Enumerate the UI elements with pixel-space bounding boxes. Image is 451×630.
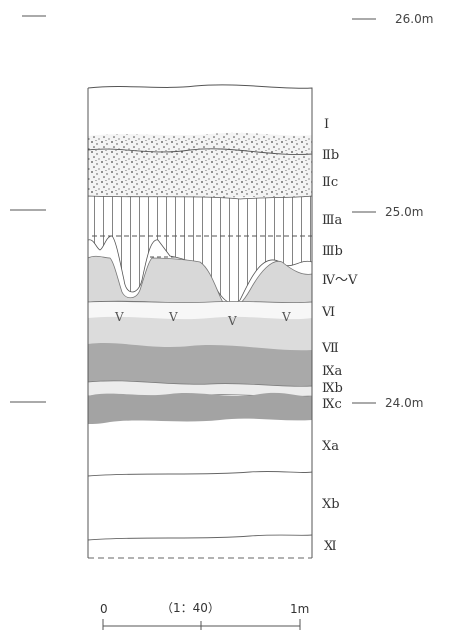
layer-label-XI: Ⅺ (324, 539, 337, 554)
layer-label-VI: Ⅵ (322, 305, 336, 320)
layer-I-area (88, 84, 312, 140)
layer-label-IIb: Ⅱb (322, 148, 340, 163)
layer-label-Xb: Ⅹb (322, 497, 340, 512)
layer-IXc-area (88, 392, 312, 424)
section-frame (87, 84, 313, 558)
layer-Xb-boundary (87, 534, 313, 541)
scale-end-label: 1m (290, 602, 310, 616)
layer-VI-v-mark-2: V (169, 310, 178, 324)
layer-label-IIIb: Ⅲb (322, 244, 343, 259)
layer-II-stipple (88, 132, 312, 198)
elevation-label-26: 26.0m (395, 12, 434, 26)
layer-IIb-boundary (87, 148, 313, 155)
layer-VI-v-mark-1: V (115, 310, 124, 324)
layer-Xa-boundary (87, 470, 313, 477)
layer-label-IV-V: Ⅳ～Ⅴ (322, 273, 358, 288)
layer-VI-v-mark-3: V (228, 314, 237, 328)
layer-label-IXb: Ⅸb (322, 381, 343, 396)
layer-IXa-area (88, 343, 312, 387)
elevation-label-25: 25.0m (385, 205, 424, 219)
layer-label-IXa: Ⅸa (322, 364, 343, 379)
layer-label-VII: Ⅶ (322, 341, 339, 356)
layer-label-Xa: Ⅹa (322, 439, 340, 454)
scale-ratio-label: （1：40） (161, 601, 220, 615)
layer-label-IXc: Ⅸc (322, 397, 342, 412)
layer-VI-v-mark-4: V (282, 310, 291, 324)
scale-start-label: 0 (100, 602, 108, 616)
layer-label-IIIa: Ⅲa (322, 213, 343, 228)
layer-label-IIc: Ⅱc (322, 175, 339, 190)
layer-label-I: Ⅰ (324, 117, 330, 132)
elevation-label-24: 24.0m (385, 396, 424, 410)
